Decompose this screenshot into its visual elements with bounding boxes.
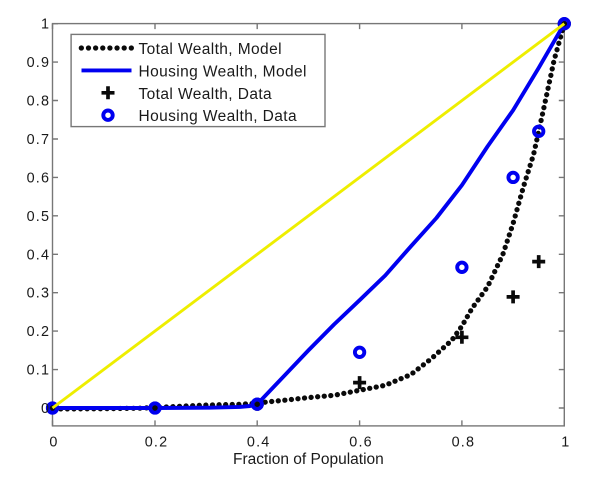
- svg-text:Total Wealth, Model: Total Wealth, Model: [139, 41, 282, 58]
- svg-text:Total Wealth, Data: Total Wealth, Data: [139, 86, 273, 103]
- svg-text:Fraction of Population: Fraction of Population: [233, 451, 384, 468]
- svg-text:0.4: 0.4: [247, 434, 271, 450]
- svg-text:0.2: 0.2: [145, 434, 169, 450]
- svg-text:0.5: 0.5: [27, 209, 51, 225]
- svg-text:0.6: 0.6: [27, 170, 51, 186]
- svg-text:1: 1: [561, 434, 570, 450]
- svg-text:0.9: 0.9: [27, 55, 51, 71]
- svg-text:0: 0: [41, 401, 50, 417]
- svg-text:0.3: 0.3: [27, 286, 51, 302]
- svg-text:1: 1: [41, 17, 50, 33]
- svg-text:Housing Wealth, Data: Housing Wealth, Data: [139, 108, 298, 125]
- svg-text:0.6: 0.6: [349, 434, 373, 450]
- svg-text:0.2: 0.2: [27, 324, 51, 340]
- svg-text:0: 0: [49, 434, 58, 450]
- svg-text:0.1: 0.1: [27, 363, 51, 379]
- svg-text:Housing Wealth, Model: Housing Wealth, Model: [139, 63, 307, 80]
- svg-text:0.8: 0.8: [27, 94, 51, 110]
- svg-text:0.8: 0.8: [452, 434, 476, 450]
- svg-text:0.4: 0.4: [27, 247, 51, 263]
- svg-text:0.7: 0.7: [27, 132, 51, 148]
